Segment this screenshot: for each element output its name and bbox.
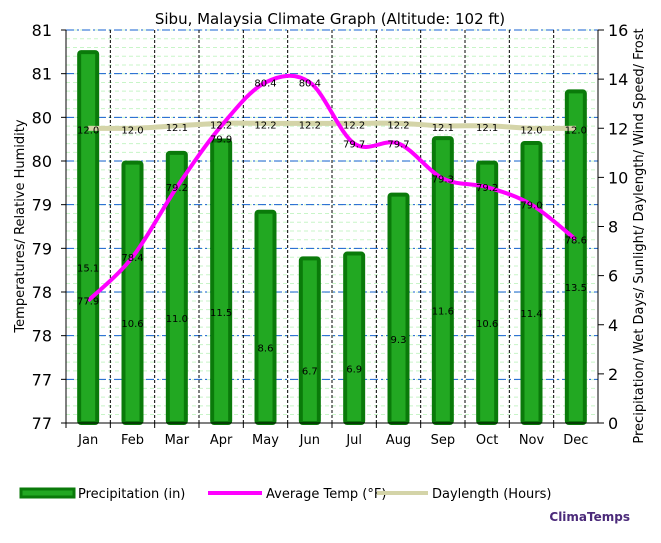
precipitation-bar bbox=[254, 209, 277, 425]
right-tick-label: 16 bbox=[608, 21, 628, 40]
temperature-data-label: 79.7 bbox=[387, 140, 409, 151]
precipitation-data-label: 11.6 bbox=[432, 307, 454, 318]
precipitation-data-label: 6.7 bbox=[302, 367, 318, 378]
right-tick-label: 6 bbox=[608, 267, 618, 286]
daylength-data-label: 12.2 bbox=[343, 120, 365, 131]
x-tick-label: Nov bbox=[519, 433, 545, 448]
precipitation-data-label: 11.0 bbox=[166, 314, 188, 325]
left-tick-label: 81 bbox=[32, 65, 52, 84]
left-tick-label: 79 bbox=[32, 196, 52, 215]
right-tick-label: 12 bbox=[608, 119, 628, 138]
x-tick-label: May bbox=[252, 433, 279, 448]
precipitation-data-label: 8.6 bbox=[258, 343, 274, 354]
left-tick-label: 78 bbox=[32, 283, 52, 302]
precipitation-data-label: 13.5 bbox=[565, 283, 587, 294]
x-tick-label: Feb bbox=[121, 433, 144, 448]
daylength-data-label: 12.1 bbox=[166, 123, 188, 134]
temperature-data-label: 79.9 bbox=[210, 134, 232, 145]
left-tick-label: 77 bbox=[32, 370, 52, 389]
precipitation-bar bbox=[298, 256, 321, 425]
daylength-data-label: 12.2 bbox=[254, 120, 276, 131]
temperature-data-label: 79.2 bbox=[476, 183, 498, 194]
daylength-data-label: 12.0 bbox=[520, 125, 542, 136]
left-tick-label: 77 bbox=[32, 414, 52, 433]
precipitation-bar bbox=[210, 138, 233, 425]
left-tick-label: 80 bbox=[32, 108, 52, 127]
precipitation-data-label: 11.4 bbox=[520, 309, 542, 320]
precipitation-data-label: 10.6 bbox=[476, 319, 498, 330]
temperature-data-label: 79.0 bbox=[520, 201, 542, 212]
temperature-line bbox=[86, 73, 578, 303]
left-tick-label: 80 bbox=[32, 152, 52, 171]
precipitation-bar bbox=[387, 192, 410, 425]
x-tick-label: Dec bbox=[563, 433, 588, 448]
right-tick-label: 14 bbox=[608, 70, 628, 89]
precipitation-bar bbox=[564, 89, 587, 425]
left-tick-label: 78 bbox=[32, 327, 52, 346]
x-tick-label: Oct bbox=[476, 433, 498, 448]
brand-logo: ClimaTemps bbox=[549, 510, 630, 524]
left-tick-label: 79 bbox=[32, 239, 52, 258]
right-tick-label: 4 bbox=[608, 316, 618, 335]
x-tick-label: Jul bbox=[345, 433, 362, 448]
temperature-data-label: 78.4 bbox=[121, 253, 143, 264]
legend-temperature-label: Average Temp (°F) bbox=[266, 487, 386, 502]
temperature-data-label: 80.4 bbox=[299, 78, 321, 89]
temperature-data-label: 79.2 bbox=[166, 183, 188, 194]
precipitation-bar bbox=[343, 251, 366, 425]
right-tick-label: 2 bbox=[608, 365, 618, 384]
daylength-line bbox=[88, 120, 576, 131]
daylength-data-label: 12.0 bbox=[121, 125, 143, 136]
precipitation-bar bbox=[121, 160, 144, 425]
right-tick-label: 8 bbox=[608, 218, 618, 237]
daylength-data-label: 12.2 bbox=[299, 120, 321, 131]
legend-daylength-label: Daylength (Hours) bbox=[432, 487, 551, 502]
daylength-data-label: 12.0 bbox=[77, 125, 99, 136]
daylength-data-label: 12.1 bbox=[432, 123, 454, 134]
x-tick-label: Aug bbox=[386, 433, 411, 448]
precipitation-bar bbox=[520, 140, 543, 426]
precipitation-bar bbox=[476, 160, 499, 425]
x-tick-label: Jun bbox=[299, 433, 320, 448]
precipitation-bar bbox=[77, 50, 100, 425]
right-axis-label: Precipitation/ Wet Days/ Sunlight/ Dayle… bbox=[632, 28, 647, 443]
precipitation-data-label: 6.9 bbox=[346, 364, 362, 375]
temperature-data-label: 79.3 bbox=[432, 174, 454, 185]
x-tick-label: Jan bbox=[77, 433, 98, 448]
precipitation-data-label: 9.3 bbox=[391, 335, 407, 346]
temperature-data-label: 77.9 bbox=[77, 297, 99, 308]
legend-precipitation-swatch bbox=[19, 487, 76, 499]
temperature-data-label: 78.6 bbox=[565, 236, 587, 247]
precipitation-data-label: 11.5 bbox=[210, 308, 232, 319]
daylength-data-label: 12.1 bbox=[476, 123, 498, 134]
temperature-data-label: 79.7 bbox=[343, 140, 365, 151]
daylength-data-label: 12.0 bbox=[565, 125, 587, 136]
left-tick-label: 81 bbox=[32, 21, 52, 40]
legend-precipitation-label: Precipitation (in) bbox=[78, 487, 185, 502]
chart-title: Sibu, Malaysia Climate Graph (Altitude: … bbox=[155, 10, 505, 28]
right-tick-label: 10 bbox=[608, 168, 628, 187]
precipitation-data-label: 15.1 bbox=[77, 264, 99, 275]
left-axis-label: Temperatures/ Relative Humidity bbox=[13, 119, 28, 333]
x-tick-label: Apr bbox=[210, 433, 233, 448]
right-tick-label: 0 bbox=[608, 414, 618, 433]
daylength-data-label: 12.2 bbox=[387, 120, 409, 131]
temperature-data-label: 80.4 bbox=[254, 78, 276, 89]
x-tick-label: Mar bbox=[165, 433, 190, 448]
daylength-data-label: 12.2 bbox=[210, 120, 232, 131]
precipitation-data-label: 10.6 bbox=[121, 319, 143, 330]
x-tick-label: Sep bbox=[431, 433, 456, 448]
